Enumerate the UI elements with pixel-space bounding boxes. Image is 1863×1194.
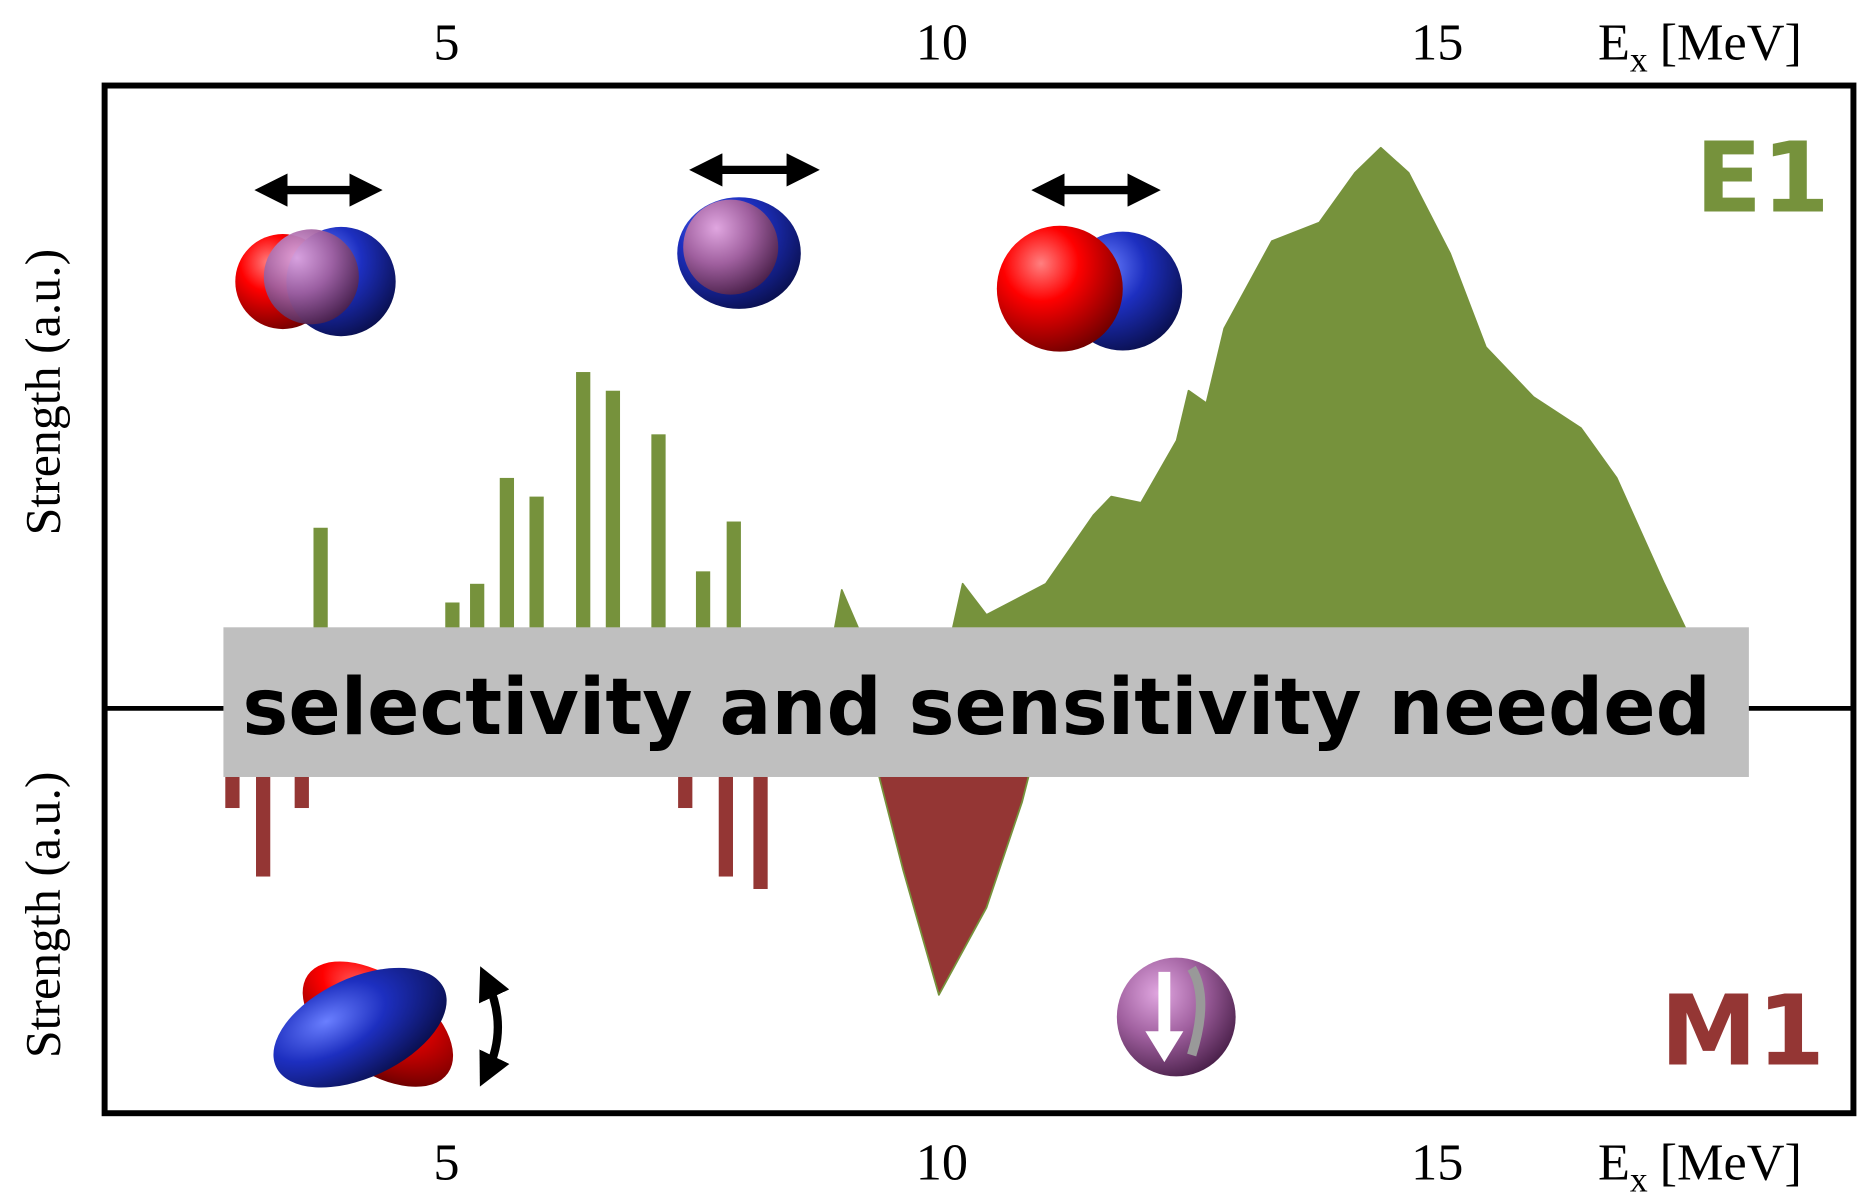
annotation: selectivity and sensitivity needed	[242, 662, 1710, 753]
sphere	[1117, 958, 1236, 1077]
x-label-sub: x	[1630, 1160, 1648, 1194]
chart: 5 5 10 10 15 15 Ex [MeV] Ex [MeV] Strength (a.u.) S…	[0, 0, 1863, 1194]
strength-area	[820, 148, 1724, 709]
y-axis-label: Strength (a.u.)	[15, 249, 70, 536]
sphere	[997, 226, 1123, 352]
x-label-main: E	[1598, 1134, 1630, 1192]
x-tick-label-top: 10	[916, 13, 968, 71]
series-label: M1	[1660, 975, 1825, 1088]
x-tick-label-top: 15	[1411, 13, 1463, 71]
arrow	[487, 981, 498, 1071]
x-tick-label-bottom: 5	[433, 1134, 459, 1192]
series-label: E1	[1695, 121, 1829, 234]
x-tick-label-top: 5	[433, 13, 459, 71]
x-label-unit: [MeV]	[1660, 13, 1802, 71]
y-axis-label: Strength (a.u.)	[15, 771, 70, 1058]
x-label-main: E	[1598, 13, 1630, 71]
data-layer	[225, 148, 1723, 995]
page: {"chart_data": { "type": "strength-spect…	[0, 0, 1863, 1194]
x-label-unit: [MeV]	[1660, 1134, 1802, 1192]
sphere	[683, 200, 778, 295]
sphere	[264, 229, 359, 324]
x-label-sub: x	[1630, 39, 1648, 79]
x-tick-label-bottom: 15	[1411, 1134, 1463, 1192]
x-axis-label: Ex [MeV]	[1598, 13, 1802, 79]
x-tick-label-bottom: 10	[916, 1134, 968, 1192]
x-axis-label: Ex [MeV]	[1598, 1134, 1802, 1194]
